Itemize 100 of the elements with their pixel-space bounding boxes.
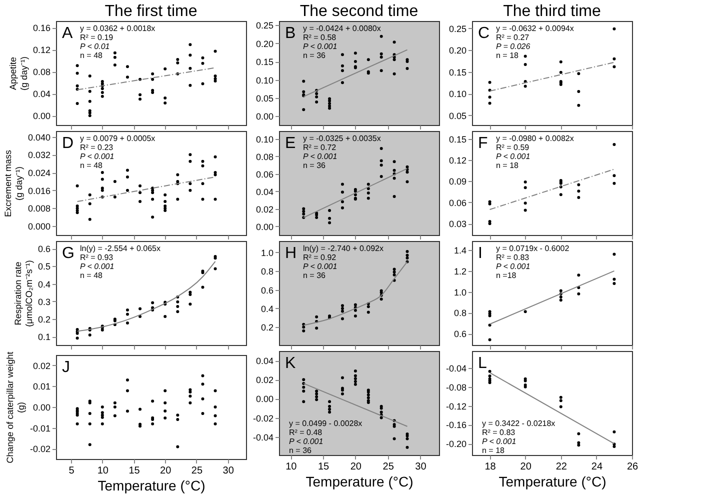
y-tick-label: 0.04 xyxy=(256,356,274,366)
x-axis-title: Temperature (°C) xyxy=(498,474,606,490)
y-tick-label: 1.0 xyxy=(454,287,466,298)
y-tick-label: 1.0 xyxy=(260,248,274,258)
annotation: n = 48 xyxy=(80,51,104,60)
y-tick-label: 0.8 xyxy=(454,308,466,318)
x-tick-label: 10 xyxy=(286,462,298,472)
y-tick-label: 0.08 xyxy=(32,67,50,78)
y-tick-label: 0.6 xyxy=(38,244,50,254)
y-tick-label: 0.15 xyxy=(256,57,274,68)
x-tick-label: 22 xyxy=(556,462,568,472)
y-axis-title: Change of caterpillar weight (g) xyxy=(4,351,26,464)
y-tick-label: -0.04 xyxy=(446,364,466,374)
y-tick-label: 0.10 xyxy=(448,89,466,100)
y-tick-label: -0.02 xyxy=(30,444,50,454)
chart-title: The first time xyxy=(104,3,198,20)
annotation: I xyxy=(478,245,482,262)
annotation: y = -0.0632 + 0.0094x xyxy=(496,24,574,33)
annotation: n = 36 xyxy=(303,271,326,280)
y-tick-label: 0.05 xyxy=(256,93,274,104)
chart-title: The second time xyxy=(300,3,418,20)
y-tick-label: 0.20 xyxy=(448,46,466,56)
y-tick-label: 1.4 xyxy=(454,246,466,256)
y-axis-title: Respiration rate (μmolCO₂m⁻²s⁻¹) xyxy=(12,260,34,327)
annotation: P < 0.001 xyxy=(80,152,114,161)
annotation: R² = 0.72 xyxy=(303,143,337,152)
x-tick-label: 10 xyxy=(97,466,109,476)
x-tick-label: 20 xyxy=(350,462,362,472)
annotation: R² = 0.19 xyxy=(80,33,114,42)
y-tick-label: 0.5 xyxy=(38,262,50,272)
y-tick-label: 0.6 xyxy=(260,285,274,296)
annotation: P < 0.001 xyxy=(303,152,338,161)
x-tick-label: 18 xyxy=(484,462,496,472)
x-tick-label: 30 xyxy=(222,466,234,476)
y-tick-label: 0.09 xyxy=(448,176,466,187)
y-tick-label: -0.16 xyxy=(446,420,466,430)
annotation: H xyxy=(285,245,297,262)
annotation: P < 0.001 xyxy=(496,262,530,271)
annotation: E xyxy=(285,135,296,152)
y-tick-label: 0.25 xyxy=(256,20,274,31)
y-tick-label: 0.4 xyxy=(260,304,274,314)
y-tick-label: 0.15 xyxy=(448,134,466,144)
annotation: G xyxy=(62,245,74,262)
y-tick-label: 0.008 xyxy=(28,204,50,214)
annotation: P < 0.001 xyxy=(496,152,530,161)
y-tick-label: 0.2 xyxy=(260,322,274,333)
annotation: P < 0.001 xyxy=(303,262,338,271)
annotation: R² = 0.48 xyxy=(289,428,323,437)
y-tick-label: 0.03 xyxy=(448,219,466,230)
annotation: P = 0.026 xyxy=(496,42,531,51)
x-axis-title: Temperature (°C) xyxy=(306,474,414,490)
y-tick-label: 0.12 xyxy=(32,45,50,56)
y-tick-label: 0.01 xyxy=(32,382,50,392)
y-tick-label: 0.12 xyxy=(448,156,466,166)
y-tick-label: -0.08 xyxy=(446,382,466,392)
annotation: R² = 0.58 xyxy=(303,33,337,42)
annotation: P < 0.001 xyxy=(303,42,338,51)
x-tick-label: 15 xyxy=(318,462,330,472)
annotation: R² = 0.93 xyxy=(80,253,114,262)
x-tick-label: 15 xyxy=(128,466,140,476)
y-tick-label: -0.01 xyxy=(30,423,50,434)
y-tick-label: 0.02 xyxy=(32,360,50,371)
annotation: D xyxy=(62,135,74,152)
y-tick-label: 0.00 xyxy=(32,402,50,412)
annotation: n = 48 xyxy=(80,161,104,170)
y-tick-label: 0.20 xyxy=(256,38,274,49)
y-tick-label: 0.15 xyxy=(448,67,466,78)
y-tick-label: 0.2 xyxy=(38,314,50,324)
y-tick-label: 0.02 xyxy=(256,375,274,386)
y-tick-label: 0.05 xyxy=(448,110,466,121)
y-tick-label: 1.2 xyxy=(454,266,466,276)
y-tick-label: 0.032 xyxy=(28,150,50,160)
y-tick-label: 0.040 xyxy=(28,132,50,142)
annotation: J xyxy=(62,359,70,376)
y-tick-label: 0.6 xyxy=(454,329,466,340)
annotation: y = -0.0424 + 0.0080x xyxy=(303,24,381,33)
y-tick-label: 0.016 xyxy=(28,186,50,196)
y-tick-label: 0.00 xyxy=(256,394,274,404)
annotation: ln(y) = -2.554 + 0.065x xyxy=(80,244,160,253)
y-tick-label: -0.04 xyxy=(252,432,274,442)
y-tick-label: 0.00 xyxy=(256,112,274,122)
x-tick-label: 20 xyxy=(160,466,172,476)
annotation: n = 18 xyxy=(482,446,506,455)
y-tick-label: 0.4 xyxy=(38,279,50,290)
y-tick-label: 0.04 xyxy=(32,89,50,100)
x-tick-label: 25 xyxy=(382,462,394,472)
x-tick-label: 24 xyxy=(591,462,603,472)
annotation: K xyxy=(285,355,296,372)
y-axis-title: Excrement mass (g day⁻¹) xyxy=(2,150,24,218)
annotation: C xyxy=(478,25,490,42)
annotation: R² = 0.23 xyxy=(80,143,114,152)
chart-title: The third time xyxy=(503,3,602,20)
x-tick-label: 25 xyxy=(191,466,203,476)
y-tick-label: -0.02 xyxy=(252,413,274,424)
annotation: R² = 0.92 xyxy=(303,253,337,262)
y-tick-label: 0.024 xyxy=(28,168,50,178)
x-tick-label: 26 xyxy=(626,462,638,472)
y-tick-label: 0.04 xyxy=(256,186,274,197)
y-axis-title: Appetite (g day⁻¹) xyxy=(8,56,29,91)
annotation: n =18 xyxy=(496,271,517,280)
